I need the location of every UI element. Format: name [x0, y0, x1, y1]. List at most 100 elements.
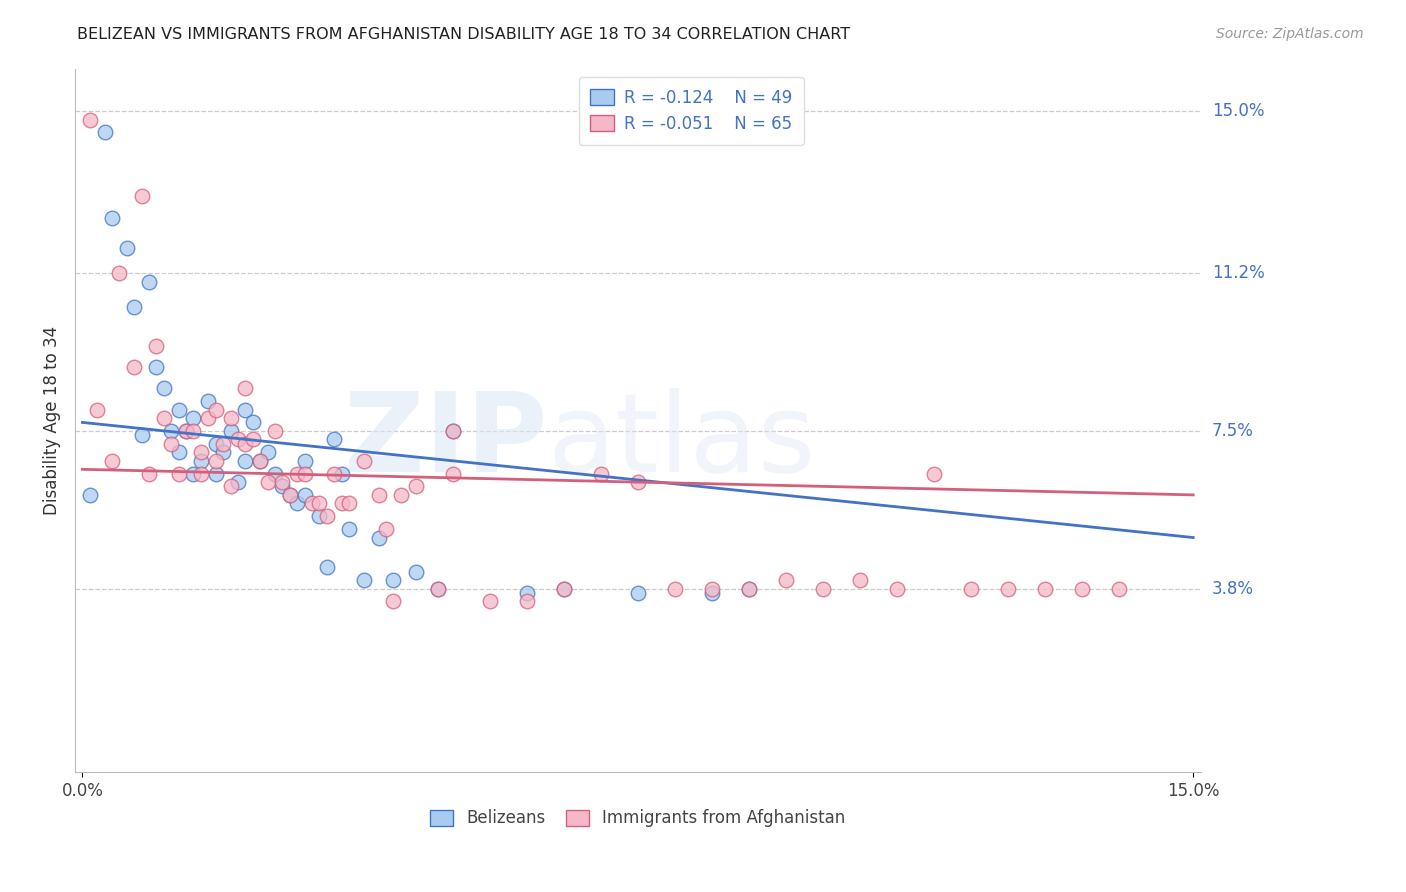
Point: [101, 211, 124, 225]
Point: [167, 402, 190, 417]
Point: [122, 359, 145, 374]
Point: [775, 573, 797, 587]
Point: [183, 424, 205, 438]
Point: [285, 467, 308, 481]
Point: [219, 411, 242, 425]
Point: [138, 275, 160, 289]
Point: [997, 582, 1019, 596]
Point: [174, 424, 197, 438]
Point: [197, 394, 219, 409]
Point: [219, 424, 242, 438]
Point: [79, 488, 101, 502]
Point: [256, 475, 278, 489]
Point: [233, 454, 256, 468]
Point: [389, 488, 412, 502]
Text: 7.5%: 7.5%: [1212, 422, 1254, 440]
Point: [323, 433, 346, 447]
Point: [441, 424, 464, 438]
Point: [1033, 582, 1056, 596]
Point: [353, 454, 375, 468]
Legend: Belizeans, Immigrants from Afghanistan: Belizeans, Immigrants from Afghanistan: [423, 803, 852, 834]
Point: [922, 467, 945, 481]
Y-axis label: Disability Age 18 to 34: Disability Age 18 to 34: [44, 326, 60, 515]
Point: [160, 424, 183, 438]
Point: [553, 582, 575, 596]
Point: [1108, 582, 1130, 596]
Point: [849, 573, 872, 587]
Point: [308, 509, 330, 524]
Point: [256, 445, 278, 459]
Point: [160, 436, 183, 450]
Point: [153, 381, 176, 395]
Point: [382, 594, 405, 608]
Point: [197, 411, 219, 425]
Point: [131, 189, 153, 203]
Point: [700, 586, 723, 600]
Point: [167, 467, 190, 481]
Point: [226, 433, 249, 447]
Point: [700, 582, 723, 596]
Point: [330, 496, 353, 510]
Point: [79, 112, 101, 127]
Text: Source: ZipAtlas.com: Source: ZipAtlas.com: [1216, 27, 1364, 41]
Point: [153, 411, 176, 425]
Point: [233, 402, 256, 417]
Point: [122, 300, 145, 314]
Point: [204, 436, 226, 450]
Point: [278, 488, 301, 502]
Point: [738, 582, 761, 596]
Text: 11.2%: 11.2%: [1212, 264, 1264, 282]
Text: BELIZEAN VS IMMIGRANTS FROM AFGHANISTAN DISABILITY AGE 18 TO 34 CORRELATION CHAR: BELIZEAN VS IMMIGRANTS FROM AFGHANISTAN …: [77, 27, 851, 42]
Text: 15.0%: 15.0%: [1212, 103, 1264, 120]
Point: [301, 496, 323, 510]
Point: [101, 454, 124, 468]
Point: [190, 445, 212, 459]
Point: [375, 522, 398, 536]
Text: 3.8%: 3.8%: [1212, 580, 1254, 598]
Text: atlas: atlas: [548, 388, 817, 495]
Point: [264, 467, 287, 481]
Point: [441, 424, 464, 438]
Point: [627, 586, 650, 600]
Point: [242, 433, 264, 447]
Point: [589, 467, 612, 481]
Point: [167, 445, 190, 459]
Point: [183, 411, 205, 425]
Point: [212, 445, 235, 459]
Point: [86, 402, 108, 417]
Point: [271, 475, 294, 489]
Point: [294, 467, 316, 481]
Point: [226, 475, 249, 489]
Point: [405, 479, 427, 493]
Point: [478, 594, 501, 608]
Point: [627, 475, 650, 489]
Point: [131, 428, 153, 442]
Point: [242, 416, 264, 430]
Point: [308, 496, 330, 510]
Point: [204, 467, 226, 481]
Point: [264, 424, 287, 438]
Point: [367, 488, 389, 502]
Point: [138, 467, 160, 481]
Point: [315, 509, 337, 524]
Point: [174, 424, 197, 438]
Point: [353, 573, 375, 587]
Point: [315, 560, 337, 574]
Point: [271, 479, 294, 493]
Point: [405, 565, 427, 579]
Point: [664, 582, 686, 596]
Point: [145, 339, 167, 353]
Point: [337, 522, 360, 536]
Point: [960, 582, 983, 596]
Point: [294, 488, 316, 502]
Point: [294, 454, 316, 468]
Point: [190, 454, 212, 468]
Point: [285, 496, 308, 510]
Point: [93, 126, 115, 140]
Text: ZIP: ZIP: [344, 388, 548, 495]
Point: [426, 582, 449, 596]
Point: [516, 594, 538, 608]
Point: [204, 402, 226, 417]
Point: [330, 467, 353, 481]
Point: [183, 467, 205, 481]
